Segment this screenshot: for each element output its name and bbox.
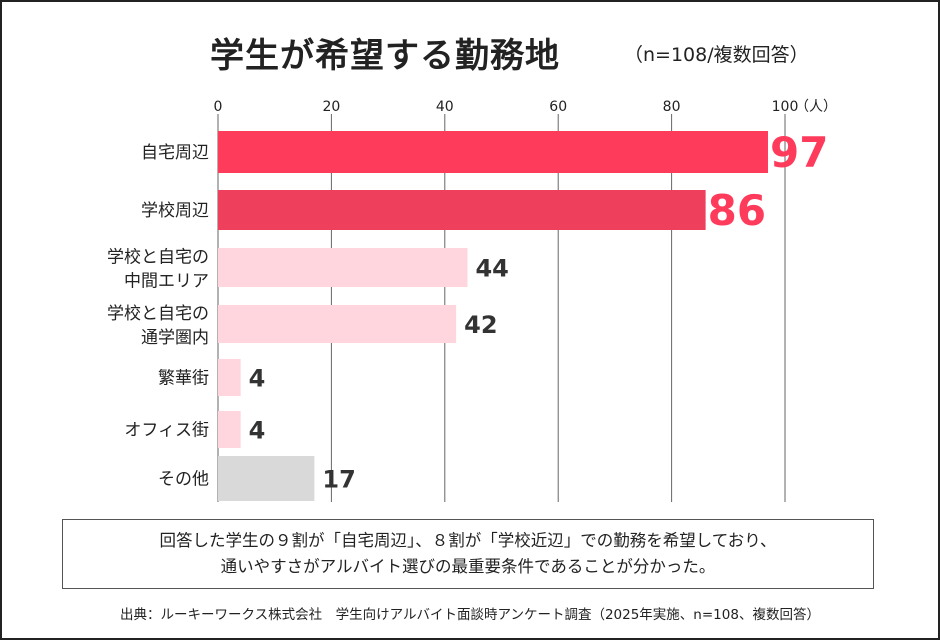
bar xyxy=(218,305,457,343)
tick-label: 60 xyxy=(549,99,567,115)
note-line-2: 通いやすさがアルバイト選びの最重要条件であることが分かった。 xyxy=(220,557,716,576)
bar xyxy=(218,456,315,501)
category-label: その他 xyxy=(158,470,209,490)
data-label: 86 xyxy=(708,186,766,235)
data-label: 4 xyxy=(249,417,266,445)
category-label: 繁華街 xyxy=(158,369,209,389)
note-line-1: 回答した学生の９割が「自宅周辺」、８割が「学校近辺」での勤務を希望しており、 xyxy=(159,531,777,550)
unit-label: （人） xyxy=(795,99,837,115)
data-label: 42 xyxy=(464,311,497,339)
data-label: 97 xyxy=(770,128,828,177)
category-label: 学校と自宅の xyxy=(107,248,209,268)
bar xyxy=(218,248,468,287)
data-label: 4 xyxy=(249,365,266,393)
category-label: オフィス街 xyxy=(124,421,209,441)
source-text: 出典：ルーキーワークス株式会社 学生向けアルバイト面談時アンケート調査（2025… xyxy=(120,607,820,623)
bar xyxy=(218,411,241,448)
data-label: 44 xyxy=(475,255,508,283)
chart-subtitle: （n=108/複数回答） xyxy=(624,44,809,66)
bar xyxy=(218,190,706,230)
bar xyxy=(218,359,241,396)
bar xyxy=(218,131,768,173)
category-label: 通学圏内 xyxy=(141,328,209,348)
tick-label: 80 xyxy=(663,99,681,115)
tick-label: 0 xyxy=(214,99,223,115)
chart-title: 学生が希望する勤務地 xyxy=(210,36,560,76)
tick-label: 40 xyxy=(436,99,454,115)
tick-label: 100 xyxy=(772,99,799,115)
bar-chart: 0 20 40 60 80 100（人）97自宅周辺86学校周辺44学校と自宅の中間エリア… xyxy=(107,99,837,502)
tick-label: 20 xyxy=(322,99,340,115)
category-label: 学校周辺 xyxy=(141,201,209,221)
category-label: 自宅周辺 xyxy=(141,143,209,163)
category-label: 中間エリア xyxy=(124,272,209,292)
data-label: 17 xyxy=(322,466,355,494)
summary-note-box: 回答した学生の９割が「自宅周辺」、８割が「学校近辺」での勤務を希望しており、 通… xyxy=(62,519,874,589)
category-label: 学校と自宅の xyxy=(107,304,209,324)
